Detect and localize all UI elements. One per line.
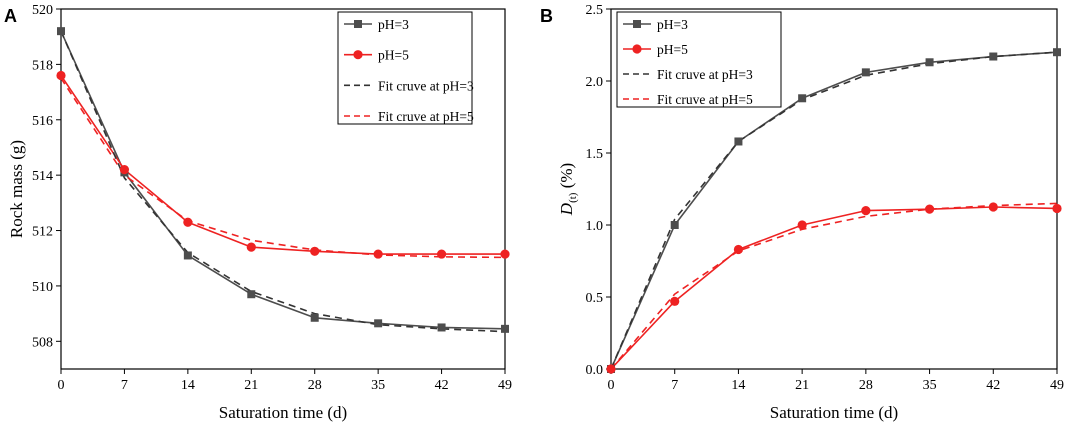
data-point-square: [734, 137, 743, 146]
legend-label: pH=3: [657, 17, 688, 32]
x-tick-label: 7: [121, 378, 128, 393]
y-axis-title-unit: (%): [557, 163, 576, 193]
data-point-square: [798, 94, 807, 103]
legend-label: pH=3: [378, 17, 409, 32]
data-point-circle: [373, 249, 383, 259]
y-tick-label: 514: [32, 169, 53, 184]
data-point-square: [670, 221, 679, 229]
y-axis-title: D(t) (%): [557, 163, 579, 216]
x-tick-label: 49: [498, 378, 512, 393]
data-point-square: [861, 68, 870, 77]
panel-a-chart: A 0 7 14 21 28 35 42 49 508 510 512 514 516 518 520 Satu…: [4, 3, 512, 422]
y-tick-label: 2.5: [586, 3, 604, 18]
data-point-circle: [183, 217, 193, 227]
y-tick-label: 518: [32, 58, 53, 73]
panel-b-chart: B 0 7 14 21 28 35 42 49 0.0 0.5 1.0 1.5 2.0 2.5 Saturat…: [540, 3, 1064, 422]
data-point-circle: [797, 220, 807, 230]
y-tick-label: 1.0: [586, 219, 604, 234]
data-point-square: [501, 324, 509, 333]
data-point-circle: [436, 249, 447, 259]
data-point-square: [57, 27, 65, 36]
series-line-2: [610, 51, 1058, 370]
data-point-circle: [606, 364, 616, 374]
panel-letter: B: [540, 6, 553, 26]
y-tick-label: 510: [32, 280, 53, 295]
data-point-square: [925, 58, 934, 67]
data-point-circle: [310, 246, 320, 256]
series-line-3: [60, 77, 506, 259]
data-point-circle: [861, 206, 871, 216]
data-point-circle: [733, 244, 744, 255]
x-tick-label: 21: [795, 378, 809, 393]
x-axis-title: Saturation time (d): [219, 403, 347, 422]
x-tick-label: 28: [859, 378, 873, 393]
plot-frame: [610, 8, 1058, 370]
data-point-circle: [924, 204, 935, 214]
x-tick-label: 28: [308, 378, 322, 393]
legend-marker-square: [354, 20, 362, 28]
x-tick-label: 14: [731, 378, 745, 393]
legend-label: Fit cruve at pH=5: [657, 92, 753, 107]
y-axis-title: Rock mass (g): [7, 140, 26, 238]
data-point-square: [183, 251, 192, 260]
x-tick-label: 0: [58, 378, 65, 393]
data-point-circle: [246, 242, 256, 252]
series-line-1: [60, 75, 505, 255]
x-tick-label: 35: [923, 378, 937, 393]
y-tick-label: 508: [32, 335, 53, 350]
y-tick-label: 0.0: [586, 363, 604, 378]
y-tick-label: 516: [32, 114, 53, 129]
legend-label: Fit cruve at pH=5: [378, 109, 474, 124]
x-tick-label: 49: [1050, 378, 1064, 393]
data-point-circle: [500, 249, 510, 259]
data-point-circle: [119, 165, 130, 175]
series-line-1: [610, 206, 1058, 370]
x-tick-label: 7: [671, 378, 678, 393]
legend-box: [337, 11, 473, 125]
data-point-square: [437, 323, 446, 332]
series-line-2: [60, 30, 506, 333]
x-tick-label: 0: [608, 378, 615, 393]
series-line-0: [610, 51, 1058, 370]
x-tick-label: 42: [435, 378, 449, 393]
data-point-circle: [988, 202, 998, 212]
legend-label: Fit cruve at pH=3: [657, 67, 753, 82]
series-line-3: [610, 202, 1058, 370]
panel-letter: A: [4, 6, 17, 26]
data-point-square: [1053, 48, 1061, 57]
y-axis-title-subscript: (t): [567, 192, 579, 203]
x-axis-title: Saturation time (d): [770, 403, 898, 422]
legend-marker-circle: [353, 50, 363, 60]
y-tick-label: 520: [32, 3, 53, 18]
data-point-square: [989, 52, 998, 61]
legend-box: [616, 11, 782, 108]
y-axis-title-main: D: [557, 202, 576, 216]
x-tick-label: 21: [244, 378, 258, 393]
data-point-circle: [56, 70, 66, 81]
plot-frame: [60, 8, 506, 370]
x-tick-label: 42: [986, 378, 1000, 393]
x-tick-label: 35: [371, 378, 385, 393]
series-line-0: [60, 30, 506, 330]
y-tick-label: 512: [32, 225, 53, 240]
y-tick-label: 2.0: [586, 75, 604, 90]
data-point-square: [310, 313, 319, 322]
data-point-circle: [1052, 203, 1062, 214]
x-tick-label: 14: [181, 378, 195, 393]
legend-marker-circle: [632, 44, 642, 54]
data-point-square: [374, 319, 383, 328]
y-tick-label: 0.5: [586, 291, 604, 306]
data-point-circle: [670, 296, 680, 306]
legend-label: Fit cruve at pH=3: [378, 78, 474, 93]
legend-marker-square: [633, 20, 641, 28]
y-tick-label: 1.5: [586, 147, 604, 162]
legend-label: pH=5: [657, 42, 688, 57]
data-point-square: [247, 290, 256, 299]
legend-label: pH=5: [378, 48, 409, 63]
